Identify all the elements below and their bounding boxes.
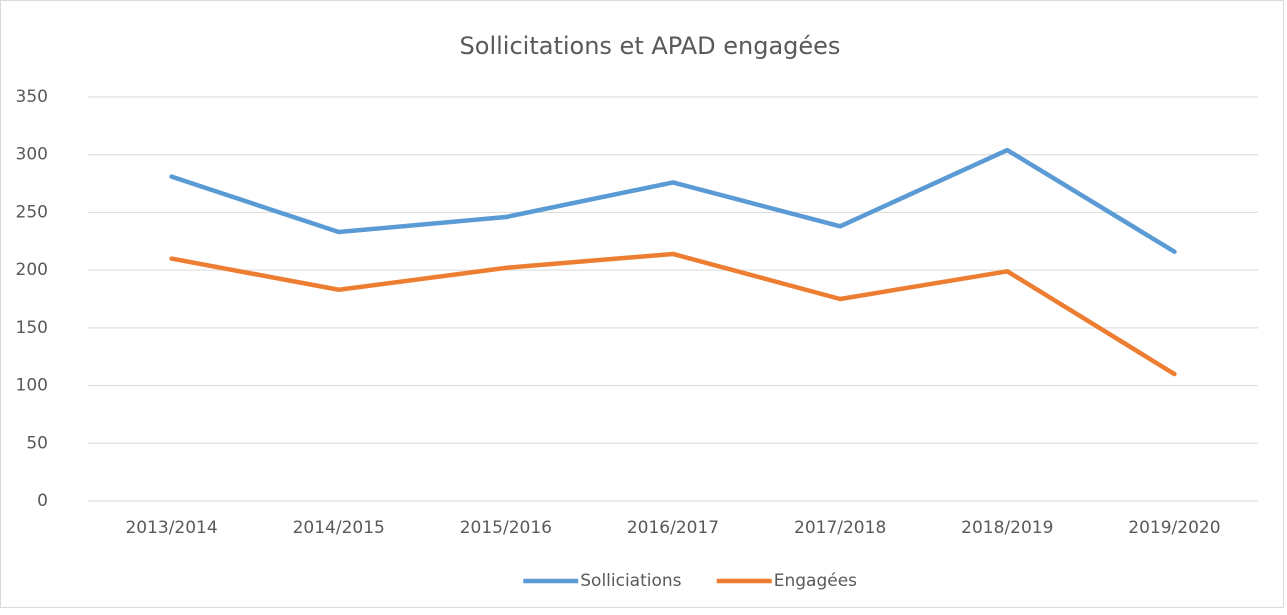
- chart-title: Sollicitations et APAD engagées: [460, 32, 841, 60]
- legend-label: Solliciations: [580, 571, 681, 591]
- y-tick-label: 100: [16, 376, 48, 396]
- x-tick-label: 2013/2014: [125, 518, 217, 538]
- x-tick-label: 2017/2018: [794, 518, 886, 538]
- x-tick-label: 2016/2017: [627, 518, 719, 538]
- series-line: [169, 251, 1177, 377]
- y-tick-label: 0: [37, 491, 48, 511]
- y-tick-label: 50: [26, 433, 48, 453]
- x-tick-label: 2019/2020: [1128, 518, 1220, 538]
- y-tick-label: 150: [16, 318, 48, 338]
- legend-label: Engagées: [774, 571, 857, 591]
- y-tick-label: 300: [16, 145, 48, 165]
- series-line: [169, 147, 1177, 254]
- x-tick-label: 2018/2019: [961, 518, 1053, 538]
- x-tick-label: 2014/2015: [293, 518, 385, 538]
- y-tick-label: 350: [16, 87, 48, 107]
- y-tick-label: 200: [16, 260, 48, 280]
- y-tick-label: 250: [16, 202, 48, 222]
- x-tick-label: 2015/2016: [460, 518, 552, 538]
